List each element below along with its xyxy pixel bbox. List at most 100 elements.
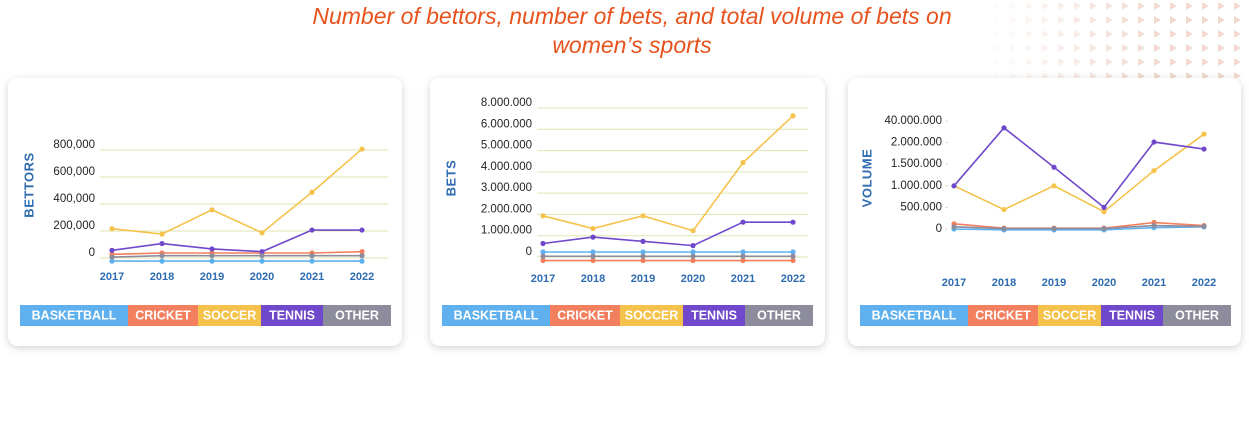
point [359,253,365,259]
legend-swatch [20,305,128,326]
pattern-fade [980,0,1160,78]
x-tick-label: 2020 [681,273,705,285]
point [209,246,215,252]
point [540,213,546,219]
point [540,253,546,259]
x-tick-label: 2021 [1142,277,1166,289]
point [109,258,115,264]
x-tick-label: 2022 [350,271,374,283]
point [790,219,796,225]
x-tick-label: 2022 [1192,277,1216,289]
point [640,253,646,259]
series-line [542,115,794,232]
point [259,249,265,255]
point [690,243,696,249]
legend-swatch [683,305,745,326]
x-tick-label: 2018 [992,277,1016,289]
point [640,238,646,244]
legend-label: TENNIS [691,308,737,322]
legend-swatch [745,305,813,326]
point [740,257,746,264]
y-tick-label: 6.000.000 [481,118,532,130]
legend-label: TENNIS [1109,308,1155,322]
point [1051,164,1057,170]
point [590,234,596,240]
y-tick-label: 1.000.000 [891,180,942,192]
point [1101,209,1107,215]
point [109,226,115,232]
legend-label: SOCCER [1043,308,1096,322]
point [590,257,596,264]
series-line [953,224,1205,230]
legend-label: SOCCER [203,308,256,322]
y-tick-label: 200,000 [53,220,95,232]
point [1151,168,1157,174]
series-line [953,226,1205,231]
point [1051,225,1057,232]
point [790,257,796,264]
point [690,228,696,234]
card [8,78,402,346]
point [640,249,646,255]
legend-label: TENNIS [269,308,315,322]
y-tick-label: 0 [936,223,942,235]
point [109,247,115,253]
legend-swatch [1163,305,1231,326]
point [740,253,746,259]
point [159,253,165,259]
point [1051,183,1057,189]
point [159,258,165,264]
y-tick-label: 400,000 [53,193,95,205]
y-tick-label: 500.000 [900,201,942,213]
legend-label: OTHER [1175,308,1219,322]
y-tick-label: 5.000.000 [481,140,532,152]
point [259,253,265,259]
legend-label: SOCCER [625,308,678,322]
point [259,258,265,264]
y-axis-title: BETS [443,160,458,197]
point [1101,225,1107,232]
series-group [109,146,365,264]
point [309,227,315,233]
point [690,257,696,264]
point [640,213,646,219]
x-tick-label: 2018 [150,271,174,283]
point [359,227,365,233]
point [640,257,646,264]
point [590,249,596,255]
point [309,258,315,264]
point [159,240,165,247]
y-tick-label: 0 [89,247,95,259]
legend-swatch [1101,305,1163,326]
y-tick-label: 40.000.000 [884,115,942,127]
y-tick-label: 4.000.000 [481,161,532,173]
series-line [953,133,1205,213]
point [1001,225,1007,232]
legend-swatch [323,305,391,326]
point [209,207,215,213]
x-tick-label: 2019 [1042,277,1066,289]
point [540,240,546,247]
point [209,253,215,259]
legend-label: BASKETBALL [872,308,957,322]
point [1201,146,1207,152]
point [790,253,796,259]
point [1001,206,1007,213]
point [359,249,365,255]
point [740,249,746,255]
point [159,231,165,237]
x-tick-label: 2017 [100,271,124,283]
x-tick-label: 2021 [731,273,755,285]
legend-swatch [550,305,620,326]
point [540,257,546,264]
legend-label: CRICKET [135,308,191,322]
legend-swatch [442,305,550,326]
legend-label: OTHER [335,308,379,322]
series-line [111,229,362,253]
point [790,113,796,119]
title: Number of bettors, number of bets, and t… [312,3,952,58]
y-axis-title: BETTORS [21,152,36,217]
legend-label: OTHER [757,308,801,322]
